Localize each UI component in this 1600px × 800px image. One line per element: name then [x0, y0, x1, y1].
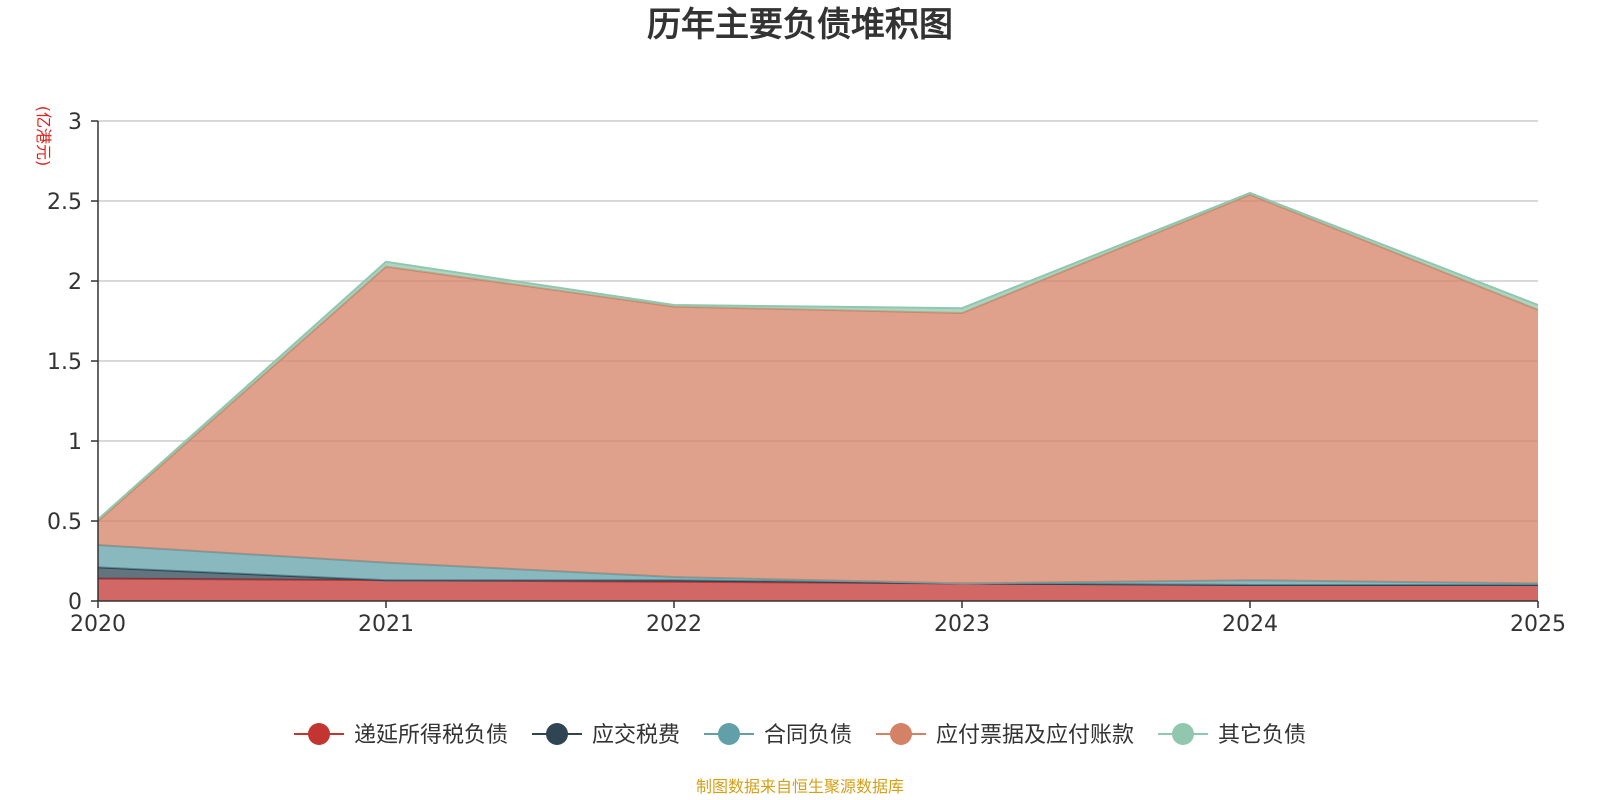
area-series-0 [98, 578, 1538, 601]
x-tick-label: 2024 [1222, 612, 1278, 637]
x-tick-label: 2022 [646, 612, 702, 637]
axes [91, 120, 1539, 608]
legend-item: 递延所得税负债 [294, 723, 508, 748]
legend-marker [546, 723, 568, 745]
legend-label: 合同负债 [764, 723, 852, 748]
legend-item: 应付票据及应付账款 [876, 723, 1134, 748]
y-tick-label: 2 [68, 270, 82, 295]
y-tick-label: 1 [68, 430, 82, 455]
legend-item: 合同负债 [704, 723, 852, 748]
source-note: 制图数据来自恒生聚源数据库 [696, 777, 904, 796]
legend-item: 其它负债 [1158, 723, 1306, 748]
area-series-4 [98, 193, 1538, 521]
series-areas [97, 191, 1539, 601]
legend-label: 应付票据及应付账款 [936, 723, 1134, 748]
legend-label: 递延所得税负债 [354, 723, 508, 748]
x-tick-label: 2021 [358, 612, 414, 637]
x-axis-labels: 2020 2021 2022 2023 2024 2025 [70, 612, 1566, 637]
legend-marker [308, 723, 330, 745]
legend-label: 应交税费 [592, 723, 680, 748]
x-tick-label: 2020 [70, 612, 126, 637]
legend-marker [890, 723, 912, 745]
y-tick-label: 0.5 [47, 510, 82, 535]
y-tick-label: 1.5 [47, 350, 82, 375]
legend-label: 其它负债 [1218, 723, 1306, 748]
y-axis-labels: 0 0.5 1 1.5 2 2.5 3 [47, 110, 82, 615]
y-tick-label: 3 [68, 110, 82, 135]
line-series-4 [97, 191, 1539, 521]
x-tick-label: 2025 [1510, 612, 1566, 637]
area-series-3 [98, 194, 1538, 584]
chart-title: 历年主要负债堆积图 [647, 5, 953, 45]
legend: 递延所得税负债 应交税费 合同负债 应付票据及应付账款 其它负债 [294, 723, 1306, 748]
legend-marker [1172, 723, 1194, 745]
area-series-2 [98, 545, 1538, 585]
y-tick-label: 2.5 [47, 190, 82, 215]
x-tick-label: 2023 [934, 612, 990, 637]
y-axis-unit: (亿港元) [34, 106, 53, 167]
legend-item: 应交税费 [532, 723, 680, 748]
legend-marker [718, 723, 740, 745]
y-tick-label: 0 [68, 590, 82, 615]
